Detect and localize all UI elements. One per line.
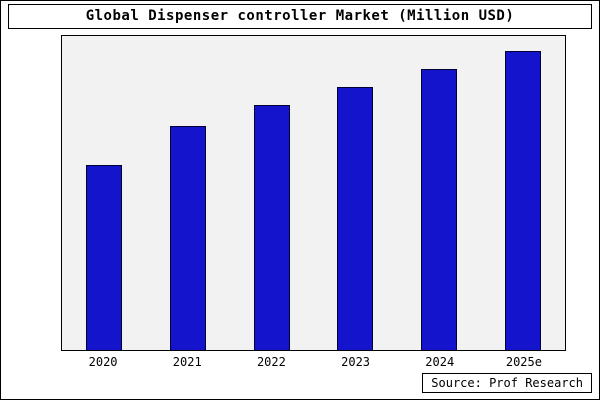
x-tick-label: 2023 bbox=[341, 355, 371, 369]
bar-2025e bbox=[505, 50, 542, 350]
chart-title: Global Dispenser controller Market (Mill… bbox=[8, 4, 592, 29]
x-tick-label: 2024 bbox=[425, 355, 455, 369]
plot-area bbox=[61, 35, 566, 351]
bar-2023 bbox=[337, 86, 374, 350]
x-tick-label: 2025e bbox=[505, 355, 542, 369]
x-tick-label: 2022 bbox=[256, 355, 286, 369]
x-tick-label: 2020 bbox=[88, 355, 118, 369]
bar-2021 bbox=[169, 125, 206, 350]
bar-2022 bbox=[253, 104, 290, 350]
source-text: Source: Prof Research bbox=[422, 373, 592, 393]
bar-2024 bbox=[421, 68, 458, 350]
x-axis: 2020 2021 2022 2023 2024 2025e bbox=[61, 353, 566, 371]
x-tick-label: 2021 bbox=[172, 355, 202, 369]
bar-2020 bbox=[85, 164, 122, 350]
